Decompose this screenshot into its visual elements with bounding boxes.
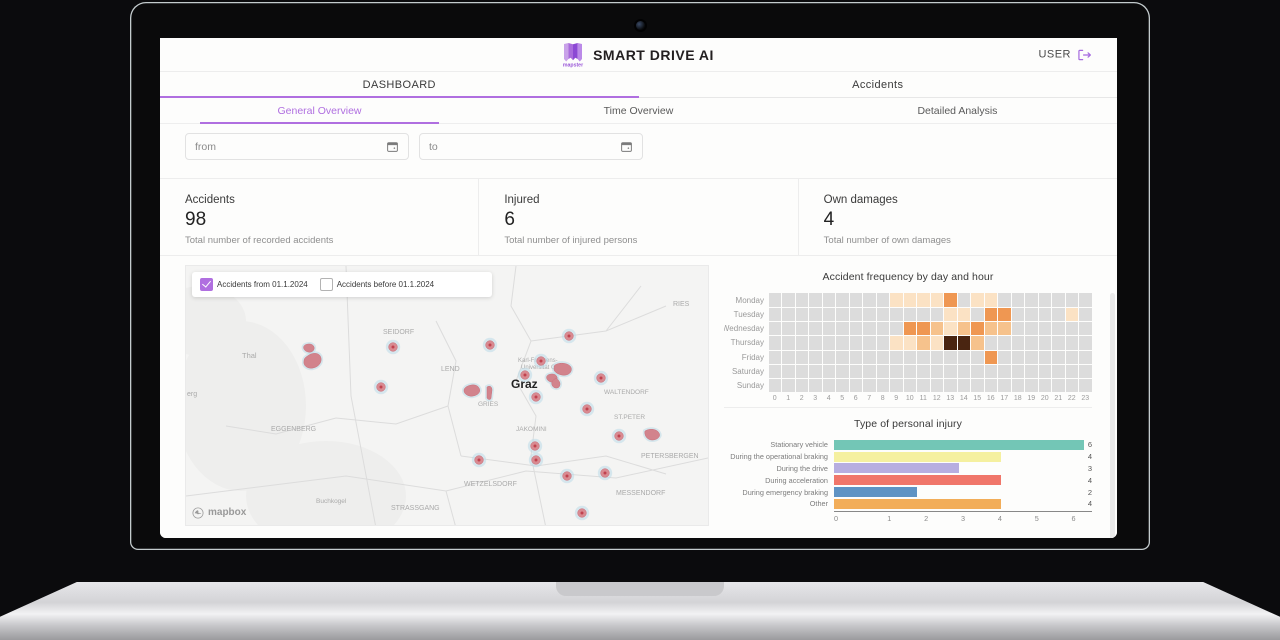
- svg-text:ST.PETER: ST.PETER: [614, 414, 645, 421]
- svg-text:STRASSGANG: STRASSGANG: [391, 505, 440, 512]
- svg-text:LEND: LEND: [441, 366, 460, 373]
- svg-text:GRIES: GRIES: [478, 401, 499, 408]
- svg-text:WALTENDORF: WALTENDORF: [604, 389, 649, 396]
- svg-text:RIES: RIES: [673, 301, 690, 308]
- svg-text:erg: erg: [187, 391, 197, 398]
- svg-text:JAKOMINI: JAKOMINI: [516, 426, 547, 433]
- svg-text:SEIDORF: SEIDORF: [383, 329, 414, 336]
- svg-text:Buchkogel: Buchkogel: [316, 498, 347, 505]
- svg-text:WETZELSDORF: WETZELSDORF: [464, 481, 517, 488]
- svg-text:Thal: Thal: [242, 351, 257, 360]
- svg-text:mapster: mapster: [563, 62, 583, 68]
- svg-text:PETERSBERGEN: PETERSBERGEN: [641, 453, 699, 460]
- svg-text:MESSENDORF: MESSENDORF: [616, 490, 665, 497]
- svg-text:EGGENBERG: EGGENBERG: [271, 426, 316, 433]
